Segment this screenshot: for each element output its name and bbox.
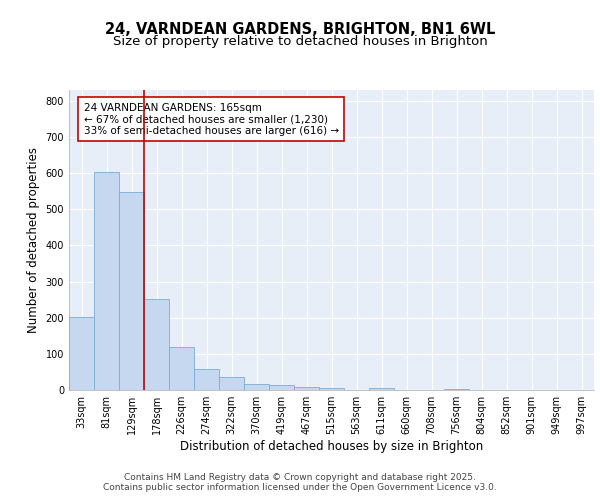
Bar	[119, 192, 144, 390]
X-axis label: Distribution of detached houses by size in Brighton: Distribution of detached houses by size …	[180, 440, 483, 453]
Bar	[169, 346, 194, 390]
Text: Contains HM Land Registry data © Crown copyright and database right 2025.
Contai: Contains HM Land Registry data © Crown c…	[103, 473, 497, 492]
Bar	[144, 299, 169, 390]
Bar	[294, 386, 319, 390]
Bar	[319, 388, 344, 390]
Text: 24 VARNDEAN GARDENS: 165sqm
← 67% of detached houses are smaller (1,230)
33% of : 24 VARNDEAN GARDENS: 165sqm ← 67% of det…	[83, 102, 338, 136]
Bar	[94, 172, 119, 390]
Bar	[369, 388, 394, 390]
Text: Size of property relative to detached houses in Brighton: Size of property relative to detached ho…	[113, 35, 487, 48]
Bar	[219, 376, 244, 390]
Bar	[194, 370, 219, 390]
Y-axis label: Number of detached properties: Number of detached properties	[27, 147, 40, 333]
Bar	[444, 388, 469, 390]
Bar	[269, 384, 294, 390]
Bar	[69, 316, 94, 390]
Bar	[244, 384, 269, 390]
Text: 24, VARNDEAN GARDENS, BRIGHTON, BN1 6WL: 24, VARNDEAN GARDENS, BRIGHTON, BN1 6WL	[105, 22, 495, 38]
